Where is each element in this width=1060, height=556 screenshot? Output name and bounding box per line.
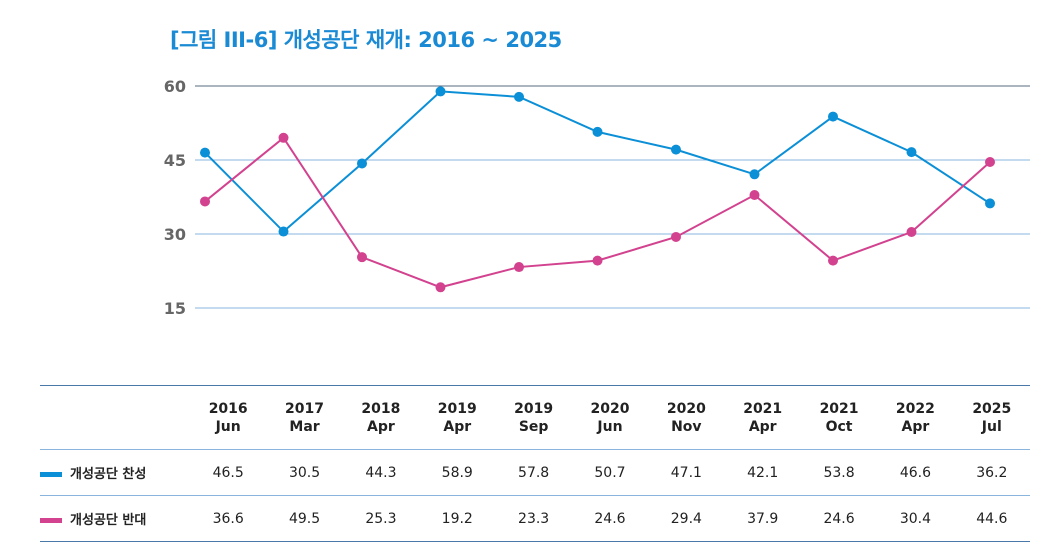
data-point (828, 255, 838, 266)
data-point (985, 198, 995, 209)
value-cell: 50.7 (571, 449, 649, 496)
data-point (749, 169, 760, 180)
category-header: 2022 Apr (877, 385, 954, 450)
data-point (828, 111, 838, 122)
table-row: 개성공단 반대 36.6 49.5 25.3 19.2 23.3 24.6 29.4 37.9 2… (40, 496, 1030, 542)
value-cell: 37.9 (747, 510, 779, 527)
category-header: 2021 Oct (800, 385, 878, 450)
legend-swatch (40, 518, 62, 523)
category-header: 2018 Apr (342, 385, 420, 450)
data-point (357, 252, 367, 263)
value-cell: 46.5 (190, 449, 267, 496)
data-point (278, 132, 289, 143)
data-point (671, 144, 681, 155)
value-cell: 42.1 (724, 449, 801, 496)
corner-cell (40, 385, 190, 450)
data-point (592, 255, 603, 266)
data-point (200, 147, 210, 158)
series-line-1 (204, 90, 991, 233)
data-point (514, 91, 524, 102)
value-cell: 24.6 (594, 510, 626, 527)
data-point (357, 158, 367, 169)
legend-label: 개성공단 찬성 (40, 449, 190, 496)
y-tick-label: 30 (164, 225, 186, 244)
value-cell: 46.6 (877, 449, 954, 496)
category-header: 2019 Apr (419, 385, 496, 450)
value-cell: 29.4 (670, 510, 702, 527)
value-cell: 49.5 (288, 510, 321, 527)
value-cell: 30.4 (899, 510, 931, 527)
legend-label: 개성공단 반대 (40, 496, 190, 542)
value-cell: 44.3 (342, 449, 420, 496)
legend-swatch (40, 472, 62, 477)
category-header: 2019 Sep (495, 385, 572, 450)
data-point (514, 262, 524, 273)
value-cell: 25.3 (365, 510, 397, 527)
value-cell: 24.6 (823, 510, 855, 527)
value-cell: 36.2 (953, 449, 1030, 496)
data-point (278, 226, 289, 237)
chart-title: [그림 III-6] 개성공단 재개: 2016 ~ 2025 (170, 28, 562, 52)
data-point (592, 126, 603, 137)
value-cell: 30.5 (266, 449, 343, 496)
category-header: 2020 Nov (648, 385, 725, 450)
data-point (671, 231, 681, 242)
table-row: 개성공단 찬성 46.5 30.5 44.3 58.9 57.8 50.7 47.1 42.1 5… (40, 449, 1030, 496)
data-point (906, 227, 917, 238)
data-point (749, 190, 760, 201)
value-cell: 36.6 (212, 510, 244, 527)
data-point (985, 156, 995, 167)
value-cell: 19.2 (441, 510, 473, 527)
data-point (435, 282, 446, 293)
value-cell: 57.8 (495, 449, 572, 496)
category-header: 2017 Mar (266, 385, 343, 450)
category-header: 2020 Jun (571, 385, 649, 450)
y-tick-label: 15 (164, 299, 186, 318)
y-tick-label: 45 (164, 151, 186, 170)
data-point (435, 86, 446, 97)
category-header: 2025 Jul (953, 385, 1030, 450)
data-point (200, 196, 210, 207)
value-cell: 47.1 (648, 449, 725, 496)
table-header-row: 2016 Jun 2017 Mar 2018 Apr 2019 Apr 2019 Sep 2020 J… (40, 385, 1030, 450)
value-cell: 23.3 (518, 510, 550, 527)
value-cell: 44.6 (976, 510, 1008, 527)
category-header: 2016 Jun (190, 385, 267, 450)
line-chart: 15 30 45 60 (164, 77, 1030, 318)
value-cell: 58.9 (419, 449, 496, 496)
y-tick-label: 60 (164, 77, 186, 96)
category-header: 2021 Apr (724, 385, 801, 450)
data-point (906, 147, 917, 158)
value-cell: 53.8 (800, 449, 878, 496)
data-table: 2016 Jun 2017 Mar 2018 Apr 2019 Apr 2019 Sep 2020 J… (40, 385, 1030, 542)
